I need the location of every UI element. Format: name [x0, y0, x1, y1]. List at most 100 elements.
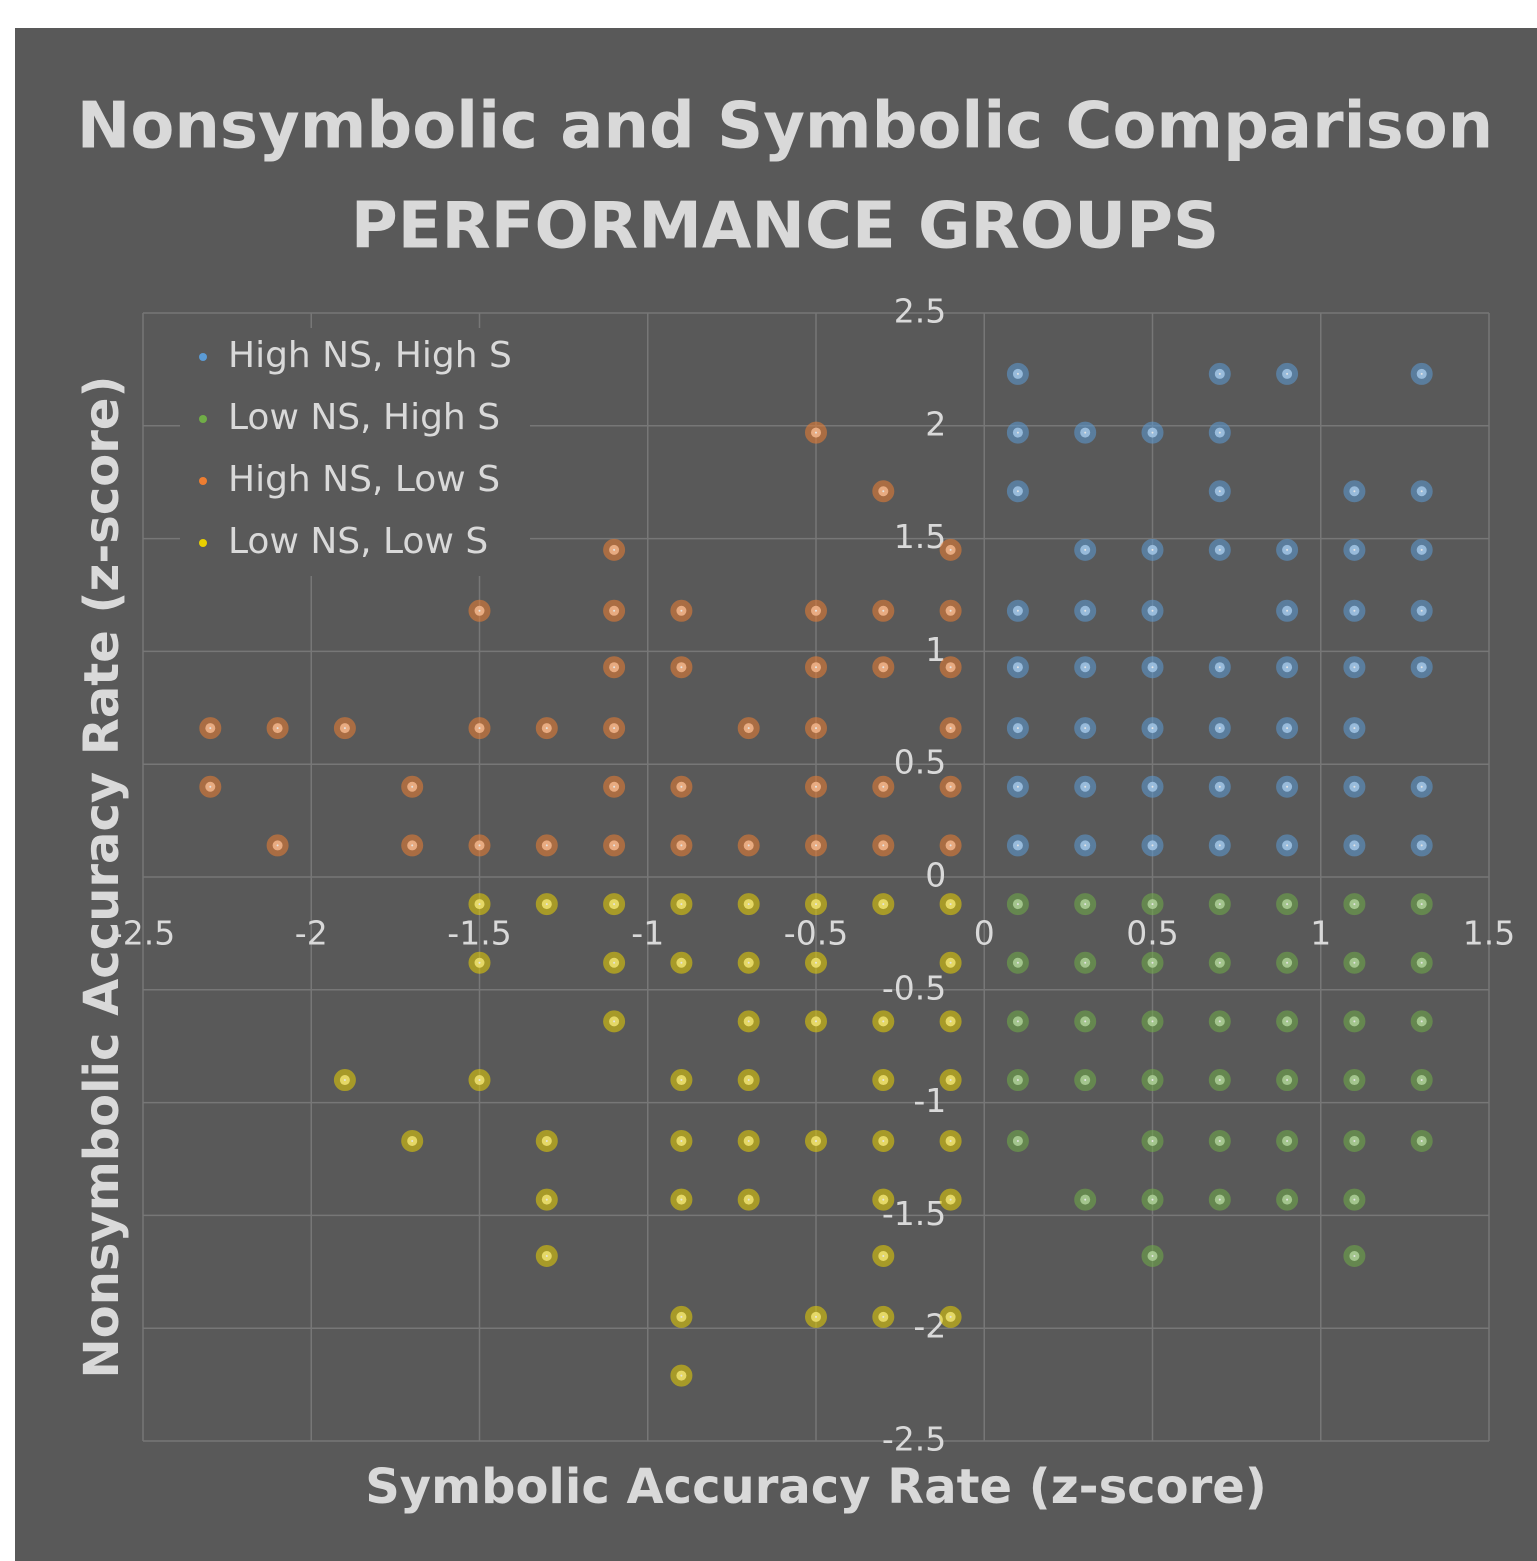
point — [670, 1305, 693, 1328]
point — [1006, 599, 1029, 622]
point — [670, 951, 693, 974]
point — [1208, 1129, 1231, 1152]
point — [1276, 538, 1299, 561]
point — [603, 538, 626, 561]
point — [805, 775, 827, 798]
point — [1208, 775, 1231, 798]
point — [468, 834, 491, 857]
point — [872, 1010, 895, 1033]
point — [1410, 599, 1433, 622]
point — [1208, 893, 1231, 916]
point — [805, 1305, 827, 1328]
point — [737, 1010, 760, 1033]
point — [1074, 421, 1097, 444]
point — [1074, 775, 1097, 798]
point — [535, 1188, 558, 1211]
point — [1343, 656, 1366, 679]
point — [535, 1245, 558, 1268]
point — [1006, 421, 1029, 444]
point — [872, 775, 895, 798]
point — [1343, 1129, 1366, 1152]
point — [939, 1188, 962, 1211]
point — [1141, 951, 1164, 974]
point — [805, 717, 827, 740]
point — [401, 775, 424, 798]
legend-label: High NS, High S — [228, 335, 512, 376]
point — [737, 834, 760, 857]
point — [1006, 893, 1029, 916]
point — [1006, 362, 1029, 385]
point — [1276, 362, 1299, 385]
y-tick-label: 1 — [925, 630, 946, 669]
point — [1410, 656, 1433, 679]
point — [468, 951, 491, 974]
point — [670, 656, 693, 679]
point — [266, 717, 289, 740]
point — [805, 951, 827, 974]
legend-label: Low NS, High S — [228, 397, 500, 438]
point — [1343, 1245, 1366, 1268]
point — [1006, 656, 1029, 679]
point — [872, 1188, 895, 1211]
x-tick-label: 0.5 — [1126, 914, 1178, 953]
point — [1276, 717, 1299, 740]
point — [535, 717, 558, 740]
point — [603, 775, 626, 798]
point — [1074, 1069, 1097, 1092]
point — [1276, 656, 1299, 679]
point — [1410, 1069, 1433, 1092]
point — [1006, 834, 1029, 857]
point — [603, 834, 626, 857]
x-tick-label: 1 — [1310, 914, 1331, 953]
point — [468, 717, 491, 740]
y-tick-label: -2.5 — [882, 1420, 946, 1459]
point — [1141, 538, 1164, 561]
point — [939, 717, 962, 740]
point — [1141, 421, 1164, 444]
y-tick-label: -1 — [913, 1081, 946, 1120]
point — [1276, 775, 1299, 798]
point — [1074, 656, 1097, 679]
point — [805, 1010, 827, 1033]
point — [1006, 775, 1029, 798]
point — [1006, 1129, 1029, 1152]
point — [333, 1069, 356, 1092]
point — [603, 1010, 626, 1033]
point — [1343, 893, 1366, 916]
point — [872, 1305, 895, 1328]
point — [1410, 1129, 1433, 1152]
legend-marker — [199, 415, 207, 423]
point — [737, 1129, 760, 1152]
point — [1141, 893, 1164, 916]
point — [1208, 834, 1231, 857]
legend-marker — [199, 539, 207, 547]
point — [1343, 1069, 1366, 1092]
point — [1208, 538, 1231, 561]
point — [1006, 951, 1029, 974]
point — [1141, 775, 1164, 798]
point — [1074, 538, 1097, 561]
point — [1074, 951, 1097, 974]
point — [805, 599, 827, 622]
point — [939, 1069, 962, 1092]
y-tick-label: 2.5 — [894, 292, 946, 331]
point — [603, 656, 626, 679]
point — [1074, 893, 1097, 916]
x-tick-label: -1 — [631, 914, 664, 953]
points — [199, 362, 1433, 1387]
point — [1276, 893, 1299, 916]
point — [1074, 717, 1097, 740]
legend: High NS, High S Low NS, High S High NS, Lo… — [180, 328, 530, 576]
point — [1276, 1188, 1299, 1211]
y-axis-title: Nonsymbolic Accuracy Rate (z-score) — [74, 376, 130, 1379]
point — [939, 834, 962, 857]
point — [1208, 1069, 1231, 1092]
legend-marker — [199, 353, 207, 361]
point — [1141, 1188, 1164, 1211]
point — [1006, 1010, 1029, 1033]
point — [872, 1069, 895, 1092]
y-tick-label: 1.5 — [894, 517, 946, 556]
point — [1276, 951, 1299, 974]
point — [1141, 717, 1164, 740]
